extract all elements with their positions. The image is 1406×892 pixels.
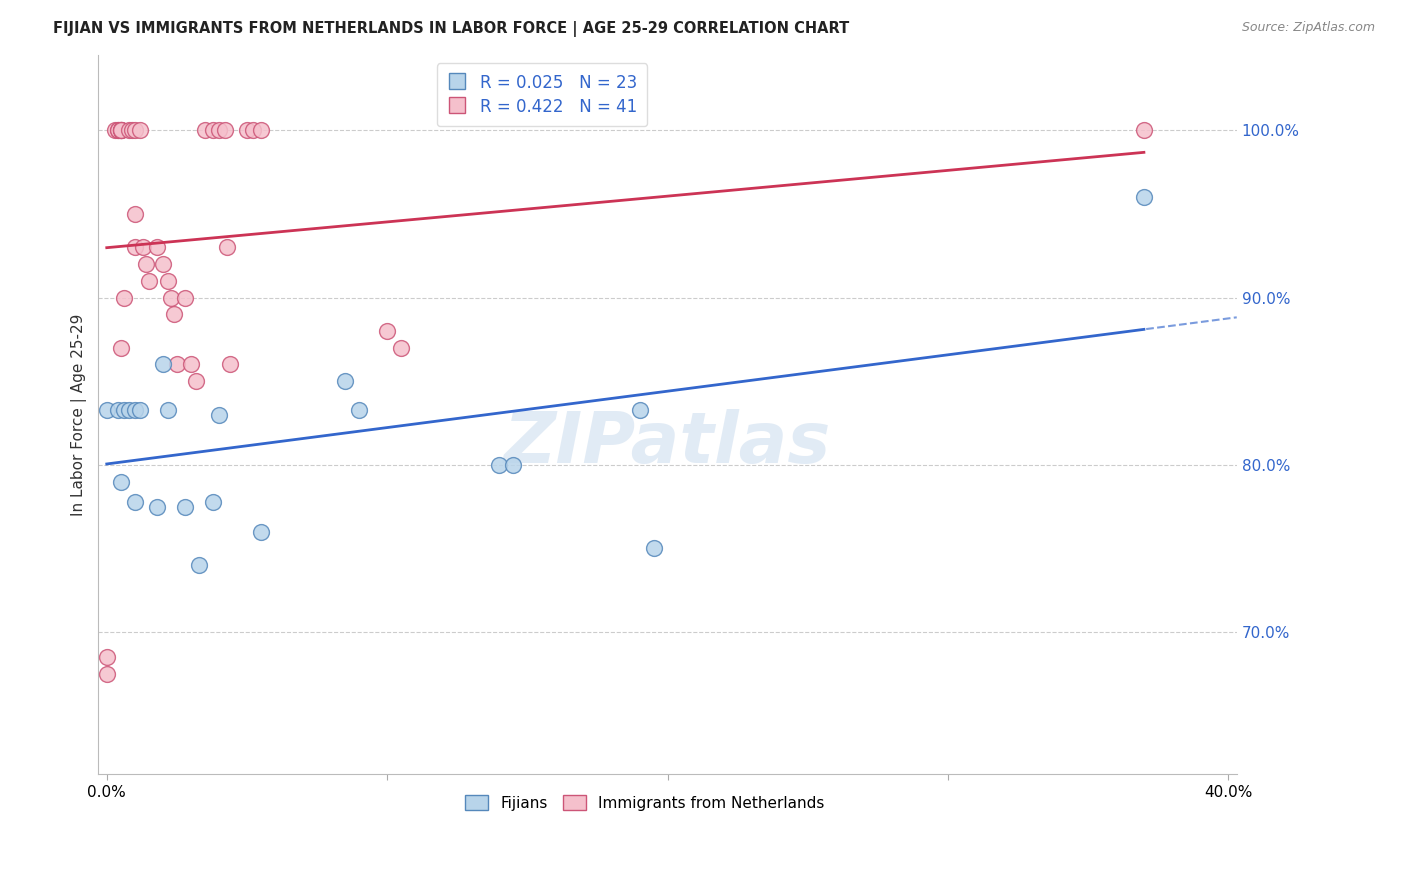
Point (138, 274, 160, 288)
Point (208, 408, 231, 422)
Point (96, 666, 118, 681)
Point (250, 524, 273, 539)
Point (250, 123, 273, 137)
Point (107, 402, 129, 417)
Point (202, 123, 225, 137)
Point (96, 402, 118, 417)
Point (135, 257, 157, 271)
Point (124, 123, 146, 137)
Point (186, 374, 208, 388)
Point (124, 207, 146, 221)
Point (643, 541, 665, 556)
Point (217, 240, 239, 254)
Point (124, 402, 146, 417)
Point (628, 402, 651, 417)
Point (132, 240, 155, 254)
Point (104, 123, 127, 137)
Point (110, 341, 132, 355)
Text: ZIPatlas: ZIPatlas (503, 409, 831, 478)
Point (124, 494, 146, 508)
Point (1133, 123, 1156, 137)
Point (174, 500, 197, 514)
Point (129, 123, 152, 137)
Point (157, 274, 180, 288)
Point (107, 123, 129, 137)
Point (180, 358, 202, 372)
Point (157, 402, 180, 417)
Point (188, 558, 211, 573)
Point (236, 123, 259, 137)
Point (96, 650, 118, 665)
Point (214, 123, 236, 137)
Point (121, 123, 143, 137)
Point (124, 240, 146, 254)
Point (502, 458, 524, 472)
Point (110, 123, 132, 137)
Text: FIJIAN VS IMMIGRANTS FROM NETHERLANDS IN LABOR FORCE | AGE 25-29 CORRELATION CHA: FIJIAN VS IMMIGRANTS FROM NETHERLANDS IN… (53, 21, 849, 37)
Legend: Fijians, Immigrants from Netherlands: Fijians, Immigrants from Netherlands (458, 789, 831, 817)
Point (152, 257, 174, 271)
Point (163, 307, 186, 321)
Point (347, 402, 370, 417)
Point (242, 123, 264, 137)
Point (112, 402, 135, 417)
Point (375, 324, 398, 338)
Point (146, 500, 169, 514)
Point (202, 494, 225, 508)
Point (194, 123, 217, 137)
Point (107, 123, 129, 137)
Point (112, 291, 135, 305)
Point (152, 358, 174, 372)
Point (110, 475, 132, 489)
Point (219, 358, 242, 372)
Point (208, 123, 231, 137)
Point (118, 402, 141, 417)
Point (1133, 190, 1156, 204)
Point (174, 291, 197, 305)
Y-axis label: In Labor Force | Age 25-29: In Labor Force | Age 25-29 (72, 313, 87, 516)
Point (129, 402, 152, 417)
Point (389, 341, 412, 355)
Text: Source: ZipAtlas.com: Source: ZipAtlas.com (1241, 21, 1375, 34)
Point (110, 123, 132, 137)
Point (160, 291, 183, 305)
Point (110, 123, 132, 137)
Point (110, 123, 132, 137)
Point (333, 374, 356, 388)
Point (118, 123, 141, 137)
Point (488, 458, 510, 472)
Point (146, 240, 169, 254)
Point (166, 358, 188, 372)
